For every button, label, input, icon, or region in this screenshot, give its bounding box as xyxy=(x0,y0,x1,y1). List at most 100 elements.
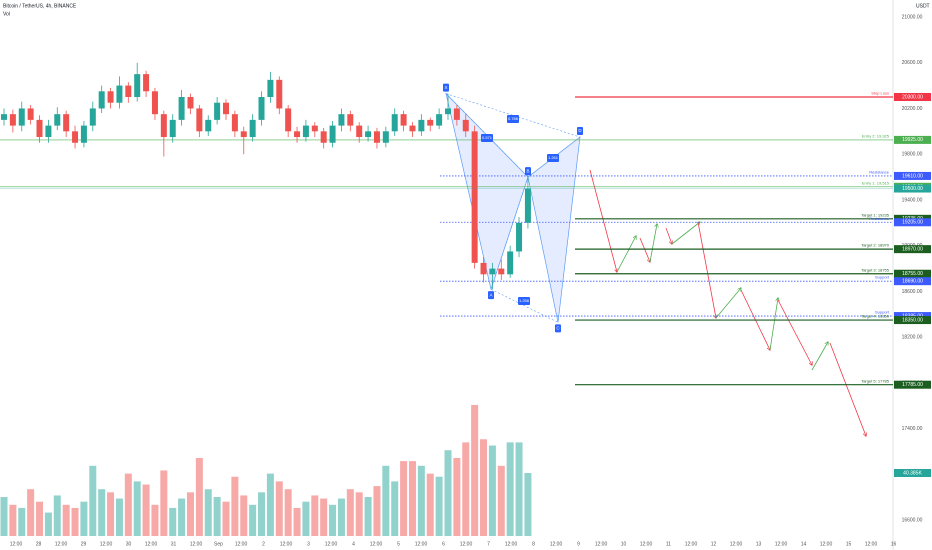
level-price: 18755.00 xyxy=(902,271,923,277)
arrow xyxy=(697,221,716,318)
level-name: Support xyxy=(875,275,890,280)
x-tick-label: 28 xyxy=(36,541,42,547)
level-price: 19925.00 xyxy=(902,137,923,143)
ratio-box xyxy=(481,134,493,142)
candle-body xyxy=(98,91,105,109)
candle-body xyxy=(205,119,212,132)
candle-body xyxy=(72,131,79,143)
x-tick-label: 12:00 xyxy=(325,541,338,547)
arrow xyxy=(649,224,657,263)
currency: USDT xyxy=(916,3,930,9)
candle-body xyxy=(267,79,274,98)
level-box xyxy=(894,171,931,180)
level-name: Target 2: 18970 xyxy=(861,243,890,248)
volume-bar xyxy=(160,470,168,536)
candle-body xyxy=(134,74,141,98)
level-name: Target 4: 18350 xyxy=(861,314,890,319)
y-tick-label: 16600.00 xyxy=(902,518,923,524)
candle-body xyxy=(45,125,52,138)
candle-body xyxy=(276,79,283,109)
level-name: Stop Loss xyxy=(871,91,889,96)
candle-body xyxy=(54,114,61,126)
candle-body xyxy=(382,131,389,143)
arrow xyxy=(665,227,672,244)
arrow xyxy=(715,288,741,319)
candle-body xyxy=(320,131,327,143)
y-tick-label: 18600.00 xyxy=(902,289,923,295)
x-tick-label: 6 xyxy=(442,541,445,547)
candle-body xyxy=(169,119,176,138)
pattern-point-label: X xyxy=(444,85,447,90)
ratio-label: 1.258 xyxy=(519,298,530,303)
x-tick-label: 30 xyxy=(126,541,132,547)
x-tick-label: 12:00 xyxy=(820,541,833,547)
pattern-point-box xyxy=(443,83,449,92)
candle-body xyxy=(1,114,7,120)
volume-bar xyxy=(373,486,381,536)
y-tick-label: 20600.00 xyxy=(902,60,923,66)
candle-body xyxy=(329,125,336,143)
candle-body xyxy=(160,114,167,138)
level-price: 18970.00 xyxy=(902,246,923,252)
pattern-point-box xyxy=(488,291,494,300)
volume-bar xyxy=(266,473,274,536)
x-tick-label: 12:00 xyxy=(505,541,518,547)
volume-box xyxy=(894,468,931,477)
candle-body xyxy=(80,125,87,143)
level-box xyxy=(894,380,931,389)
volume-bar xyxy=(320,498,328,536)
y-tick-label: 21000.00 xyxy=(902,14,923,20)
volume-bar xyxy=(169,507,177,536)
volume-bar xyxy=(36,501,44,536)
candle-body xyxy=(285,108,292,132)
volume-bar xyxy=(195,458,203,536)
x-tick-label: 5 xyxy=(397,541,400,547)
volume-bar xyxy=(471,404,479,536)
candle-body xyxy=(400,114,407,126)
candle-body xyxy=(445,108,451,115)
level-price: 18350.00 xyxy=(902,317,923,323)
volume-bar xyxy=(178,498,186,536)
volume-bar xyxy=(62,504,70,536)
level-name: Target 3: 18755 xyxy=(861,267,890,272)
x-tick-label: 4 xyxy=(352,541,355,547)
volume-bar xyxy=(435,476,443,536)
ratio-label: 1.261 xyxy=(548,155,559,160)
volume-bar xyxy=(142,484,150,536)
candle-body xyxy=(302,125,309,138)
arrow xyxy=(829,342,866,436)
volume-bar xyxy=(293,507,301,536)
arrow xyxy=(671,222,700,245)
pattern-bcd xyxy=(527,136,581,323)
volume-bar xyxy=(213,497,221,536)
x-tick-label: 12:00 xyxy=(640,541,653,547)
x-tick-label: 12:00 xyxy=(415,541,428,547)
candle-body xyxy=(427,119,434,126)
pattern-point-box xyxy=(577,127,583,136)
volume-bar xyxy=(89,465,97,536)
x-tick-label: 12 xyxy=(711,541,717,547)
candle-body xyxy=(9,114,16,126)
volume-bar xyxy=(391,481,399,536)
volume-bar xyxy=(355,492,363,536)
candle-body xyxy=(18,108,25,126)
candle-body xyxy=(294,131,301,138)
volume-bar xyxy=(284,489,292,536)
volume-title: Vol xyxy=(3,11,10,17)
candle-body xyxy=(240,131,247,138)
x-tick-label: 12:00 xyxy=(775,541,788,547)
volume-bar xyxy=(18,507,26,536)
candle-body xyxy=(36,119,43,138)
candle-body xyxy=(187,97,194,109)
candle-body xyxy=(125,85,132,98)
candle-body xyxy=(498,268,505,275)
volume-bar xyxy=(408,461,416,536)
level-box xyxy=(894,277,931,286)
y-tick-label: 18200.00 xyxy=(902,335,923,341)
level-box xyxy=(894,269,931,278)
volume-value: 40.385K xyxy=(903,470,922,476)
pattern-leg xyxy=(490,288,559,323)
x-tick-label: 13 xyxy=(756,541,762,547)
level-name: Entry 1: 19,515 xyxy=(862,180,890,185)
candle-body xyxy=(231,114,238,132)
